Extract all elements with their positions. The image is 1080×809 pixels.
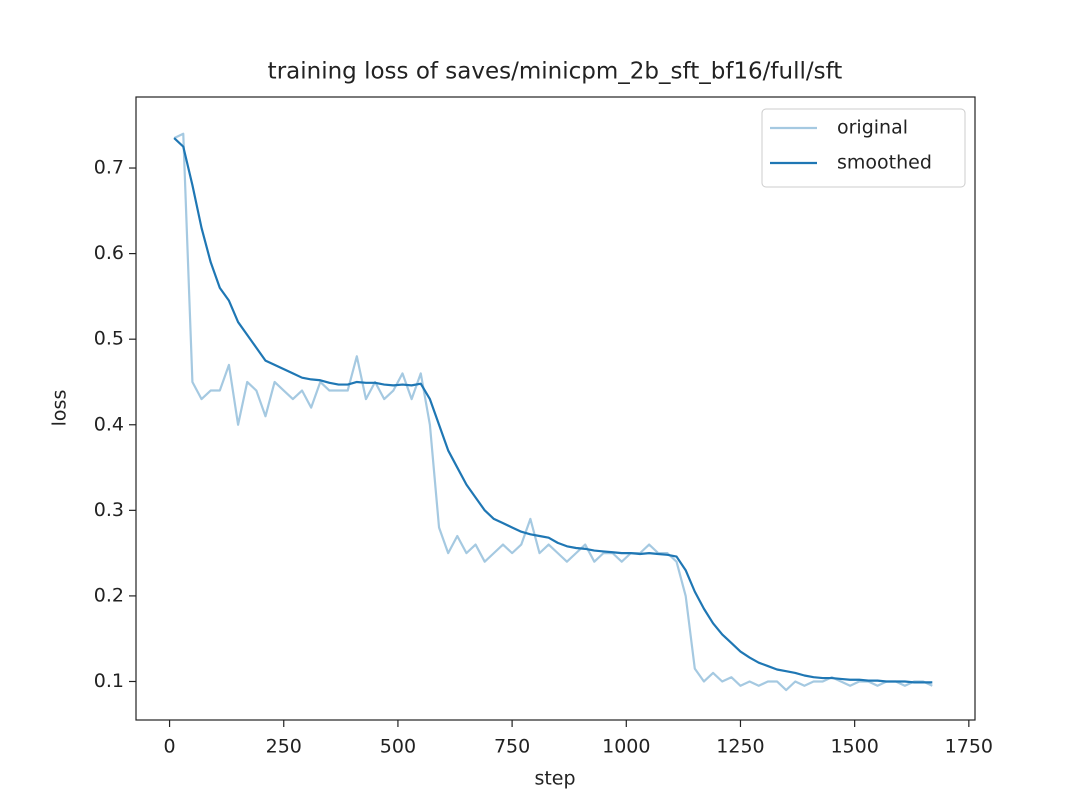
x-tick-label: 250 bbox=[266, 736, 302, 758]
x-tick-label: 1000 bbox=[602, 736, 650, 758]
y-tick-label: 0.2 bbox=[94, 584, 124, 606]
legend-box bbox=[761, 108, 966, 188]
x-axis-label: step bbox=[534, 768, 575, 790]
x-tick-label: 1250 bbox=[716, 736, 764, 758]
plot-frame bbox=[135, 96, 976, 721]
x-tick-label: 500 bbox=[380, 736, 416, 758]
y-tick-label: 0.7 bbox=[94, 157, 124, 179]
y-tick-label: 0.4 bbox=[94, 413, 124, 435]
x-tick-label: 0 bbox=[164, 736, 176, 758]
y-axis-label: loss bbox=[49, 390, 71, 427]
y-tick-label: 0.5 bbox=[94, 328, 124, 350]
legend-label: original bbox=[837, 117, 908, 139]
chart-title: training loss of saves/minicpm_2b_sft_bf… bbox=[268, 59, 843, 85]
y-tick-label: 0.3 bbox=[94, 499, 124, 521]
y-tick-label: 0.6 bbox=[94, 242, 124, 264]
line bbox=[173, 132, 933, 692]
line bbox=[173, 137, 933, 684]
x-tick-label: 1750 bbox=[945, 736, 993, 758]
x-tick-label: 750 bbox=[494, 736, 530, 758]
legend-label: smoothed bbox=[837, 152, 932, 174]
x-tick-label: 1500 bbox=[830, 736, 878, 758]
y-tick-label: 0.1 bbox=[94, 670, 124, 692]
